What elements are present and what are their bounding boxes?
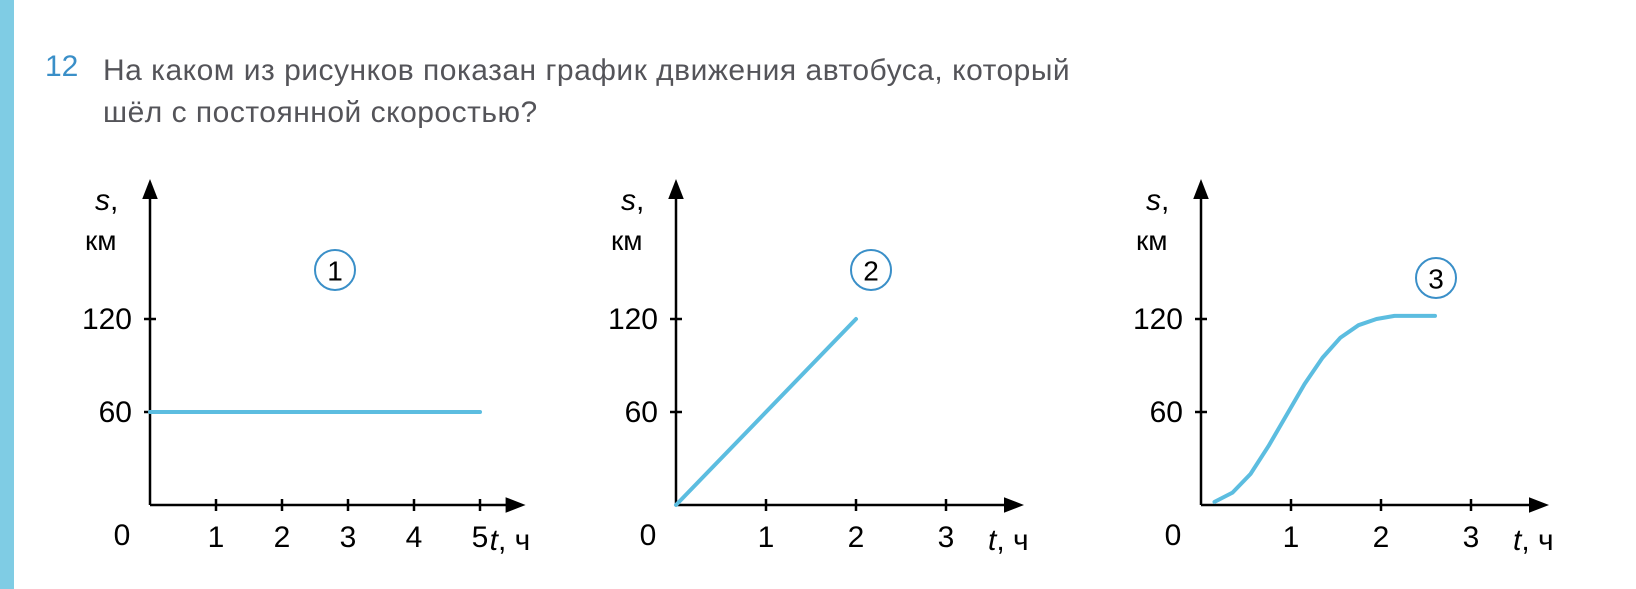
left-accent-stripe [0,0,14,589]
svg-text:60: 60 [1150,396,1183,429]
svg-text:3: 3 [937,521,954,554]
svg-text:t, ч: t, ч [988,524,1029,557]
svg-text:1: 1 [757,521,774,554]
svg-text:2: 2 [863,256,879,287]
chart-2: s, км t, ч 60 120 1 2 3 0 2 [581,175,1081,565]
svg-text:s,: s, [621,184,644,217]
svg-text:0: 0 [114,519,131,552]
question-line2: шёл с постоянной скоростью? [103,96,538,129]
svg-text:км: км [85,225,117,256]
svg-text:2: 2 [1373,521,1390,554]
svg-text:s,: s, [95,184,118,217]
svg-text:120: 120 [1133,303,1183,336]
question-text: На каком из рисунков показан график движ… [103,50,1603,134]
svg-text:5: 5 [472,521,489,554]
svg-text:120: 120 [82,303,132,336]
svg-text:1: 1 [327,256,343,287]
svg-text:t, ч: t, ч [1513,524,1554,557]
svg-text:0: 0 [639,519,656,552]
svg-text:s,: s, [1146,184,1169,217]
svg-text:60: 60 [99,396,132,429]
svg-text:2: 2 [274,521,291,554]
svg-text:3: 3 [1463,521,1480,554]
charts-row: s,кмt, ч601201234501 s,кмt, ч6012012302 … [55,175,1606,565]
svg-text:1: 1 [208,521,225,554]
svg-text:2: 2 [847,521,864,554]
svg-text:60: 60 [624,396,657,429]
question-line1: На каком из рисунков показан график движ… [103,54,1070,87]
svg-text:1: 1 [1283,521,1300,554]
svg-text:120: 120 [607,303,657,336]
svg-text:3: 3 [340,521,357,554]
question-number: 12 [45,50,78,84]
chart-3: s, км t, ч 60 120 1 2 3 0 3 [1106,175,1606,565]
svg-text:3: 3 [1428,264,1444,295]
svg-text:t, ч: t, ч [490,524,531,557]
svg-text:4: 4 [406,521,423,554]
chart-1: s, км t, ч 60 120 1 2 3 4 5 0 1 [55,175,555,565]
svg-text:км: км [1136,225,1168,256]
svg-text:0: 0 [1165,519,1182,552]
svg-text:км: км [611,225,643,256]
